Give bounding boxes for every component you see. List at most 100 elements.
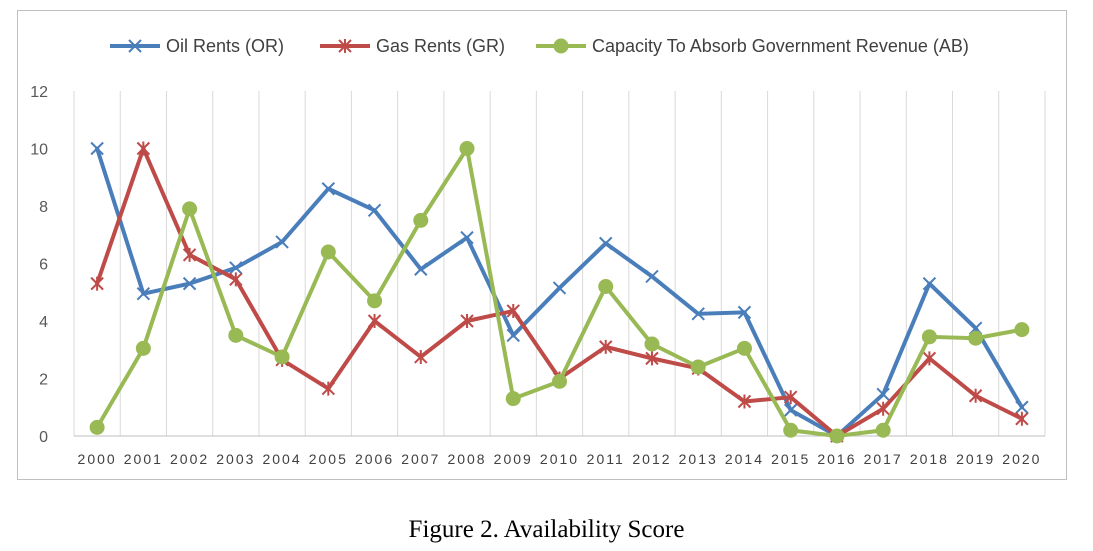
data-point: [321, 381, 336, 396]
data-point: [599, 236, 613, 251]
data-point: [229, 261, 243, 275]
data-point: [736, 340, 752, 356]
legend-item-0: Oil Rents (OR): [110, 36, 284, 56]
data-point: [505, 391, 521, 407]
y-tick-label: 6: [39, 257, 48, 274]
data-point: [506, 303, 520, 318]
line-chart: 0 2 4 6 8 10 12 2000 2001 2002 2003 2004 2005 2006 200…: [30, 36, 1046, 467]
data-point: [321, 182, 336, 196]
data-point: [783, 390, 798, 405]
x-tick-label: 2015: [771, 451, 810, 467]
grid-layer: [73, 91, 1046, 436]
x-tick-label: 2020: [1002, 451, 1041, 467]
data-point: [598, 279, 614, 294]
data-point: [367, 293, 383, 309]
data-point: [182, 201, 198, 217]
y-tick-label: 4: [39, 314, 48, 331]
y-tick-label: 12: [30, 84, 48, 101]
x-tick-label: 2018: [910, 451, 949, 467]
legend-item-2: Capacity To Absorb Government Revenue (A…: [536, 36, 969, 56]
x-tick-label: 2003: [216, 451, 255, 467]
x-tick-label: 2009: [494, 451, 533, 467]
data-point: [182, 276, 197, 291]
series-layer: [89, 141, 1030, 444]
data-point: [135, 340, 151, 356]
data-point: [1014, 322, 1030, 338]
series-0: [90, 141, 1029, 443]
data-point: [506, 328, 520, 343]
data-point: [645, 351, 659, 366]
data-point: [229, 272, 243, 287]
x-tick-label: 2004: [262, 451, 301, 467]
data-point: [922, 351, 937, 366]
x-tick-label: 2007: [401, 451, 440, 467]
x-tick-label: 2014: [725, 451, 764, 467]
legend-label: Gas Rents (GR): [376, 36, 505, 56]
data-point: [89, 419, 105, 435]
legend-label: Oil Rents (OR): [166, 36, 284, 56]
data-point: [552, 281, 567, 295]
y-tick-label: 8: [39, 199, 48, 216]
x-tick-label: 2011: [587, 451, 625, 467]
series-line: [95, 146, 1024, 438]
legend-marker: [128, 39, 142, 53]
data-point: [783, 403, 798, 417]
legend-marker: [338, 39, 352, 53]
x-tick-label: 2012: [632, 451, 671, 467]
legend-item-1: Gas Rents (GR): [320, 36, 505, 56]
data-point: [1015, 400, 1029, 414]
series-2: [89, 141, 1030, 444]
data-point: [136, 286, 151, 301]
figure-caption: Figure 2. Availability Score: [408, 516, 685, 543]
data-point: [367, 203, 382, 218]
data-point: [875, 422, 891, 438]
x-tick-label: 2001: [124, 451, 163, 467]
x-tick-label: 2006: [355, 451, 394, 467]
x-tick-label: 2000: [78, 451, 117, 467]
data-point: [459, 141, 475, 156]
legend-label: Capacity To Absorb Government Revenue (A…: [592, 36, 969, 56]
data-point: [921, 329, 937, 345]
data-point: [876, 401, 890, 416]
data-point: [644, 336, 660, 352]
x-tick-label: 2013: [679, 451, 718, 467]
data-point: [922, 276, 937, 291]
data-point: [783, 422, 799, 438]
data-point: [414, 349, 428, 364]
data-point: [737, 394, 752, 409]
data-point: [136, 141, 151, 156]
data-point: [968, 330, 984, 346]
data-point: [90, 141, 104, 156]
data-point: [90, 276, 104, 291]
data-point: [367, 314, 382, 328]
data-point: [275, 235, 289, 249]
x-tick-label: 2002: [170, 451, 209, 467]
data-point: [968, 388, 983, 403]
data-point: [274, 349, 290, 365]
legend: Oil Rents (OR) Gas Rents (GR) Capacity To …: [110, 36, 969, 56]
y-tick-label: 0: [39, 429, 48, 446]
data-point: [228, 327, 244, 343]
data-point: [460, 230, 474, 245]
data-point: [876, 387, 890, 402]
data-point: [691, 307, 705, 321]
data-point: [737, 305, 752, 320]
x-tick-label: 2010: [540, 451, 579, 467]
data-point: [552, 373, 567, 389]
y-tick-label: 2: [39, 372, 48, 389]
chart-frame: 0 2 4 6 8 10 12 2000 2001 2002 2003 2004 2005 2006 200…: [17, 10, 1067, 480]
data-point: [460, 314, 474, 328]
data-point: [1015, 411, 1029, 426]
data-point: [320, 244, 336, 260]
legend-marker: [553, 38, 569, 54]
x-tick-label: 2005: [309, 451, 348, 467]
data-point: [414, 262, 428, 276]
x-tick-label: 2016: [817, 451, 856, 467]
x-tick-label: 2019: [956, 451, 995, 467]
data-point: [599, 339, 613, 354]
data-point: [645, 269, 659, 284]
data-point: [413, 212, 429, 228]
x-tick-label: 2008: [447, 451, 486, 467]
data-point: [690, 359, 706, 375]
data-point: [182, 247, 197, 262]
